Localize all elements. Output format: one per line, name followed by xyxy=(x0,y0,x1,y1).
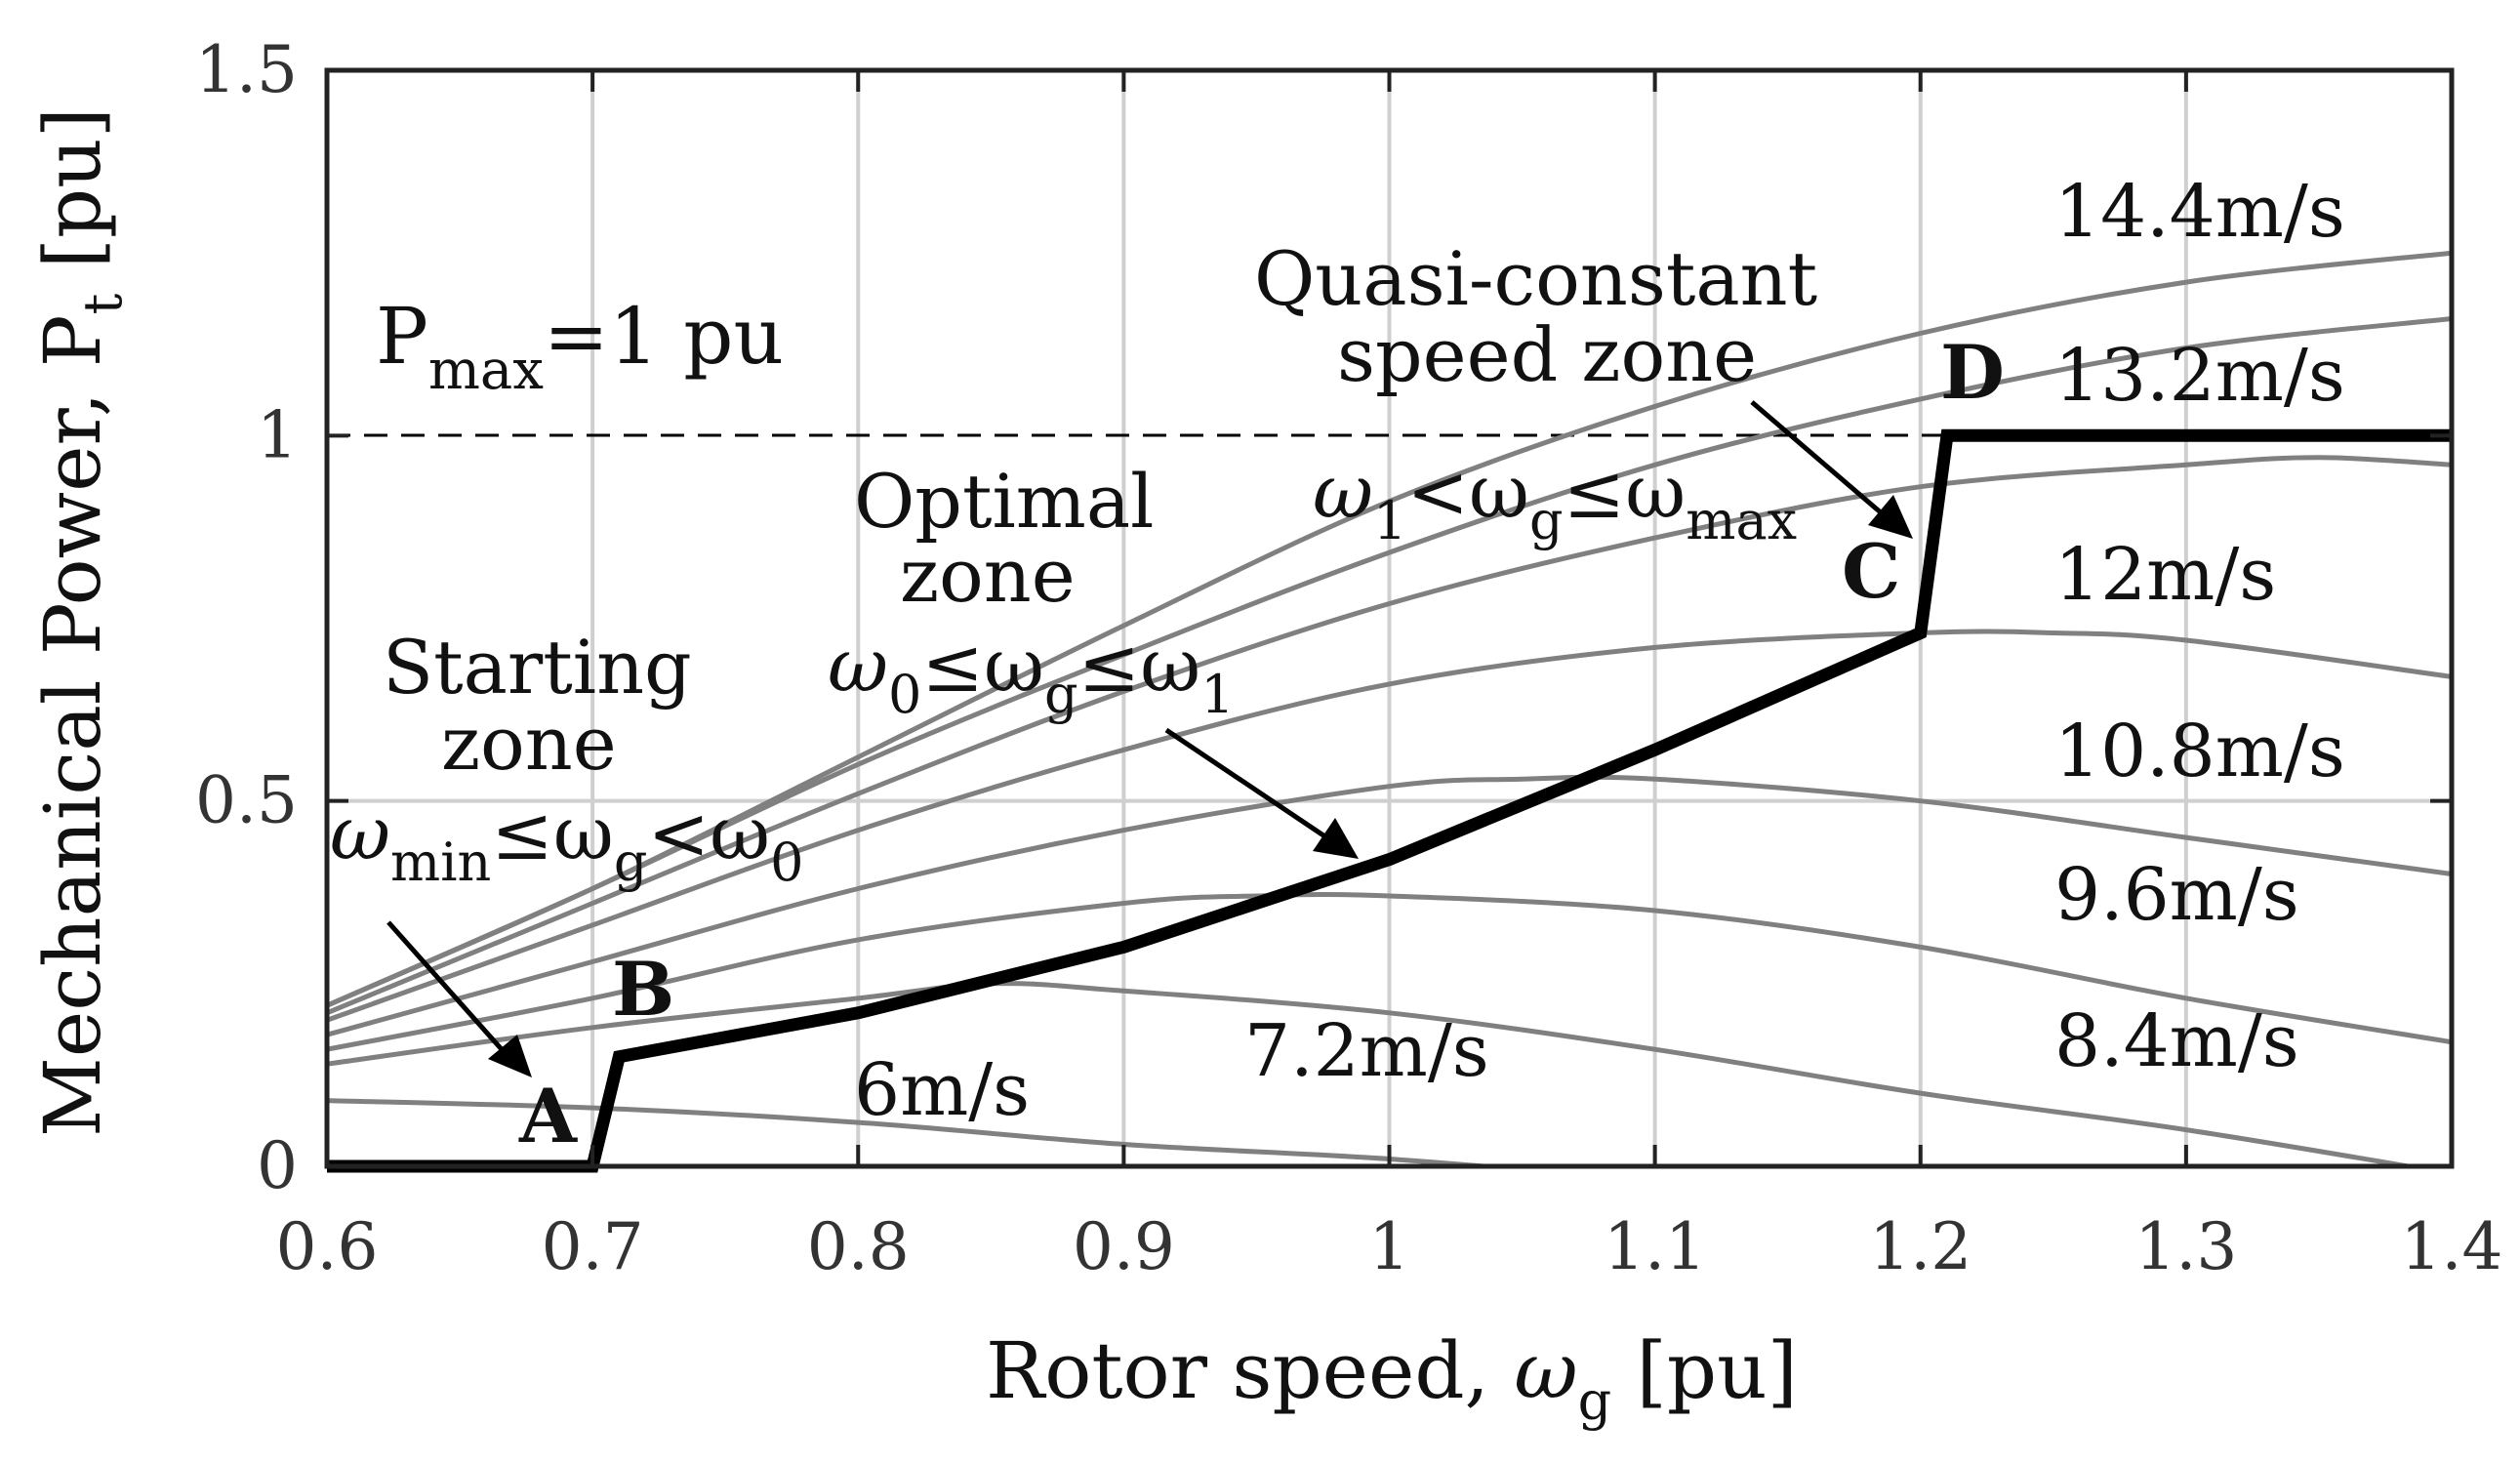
pmax-label: Pmax=1 pu xyxy=(376,291,784,402)
quasi-zone-arrow xyxy=(1750,400,1913,539)
curve-label-6: 6m/s xyxy=(854,1048,1030,1132)
wind-curve-14-4m-s xyxy=(327,250,2452,1008)
x-tick-label-8: 1.4 xyxy=(2401,1209,2503,1284)
starting-zone-title: Starting xyxy=(383,624,692,711)
wind-speed-curves xyxy=(327,250,2452,1166)
wind-curve-10-8m-s xyxy=(327,629,2452,1023)
x-tick-label-2: 0.8 xyxy=(807,1209,910,1284)
optimal-zone-arrow xyxy=(1164,727,1359,859)
wind-curve-12m-s xyxy=(327,455,2452,1016)
curve-label-9-6: 9.6m/s xyxy=(2054,853,2299,937)
y-tick-label-1: 0.5 xyxy=(195,763,298,838)
x-tick-label-0: 0.6 xyxy=(276,1209,379,1284)
wind-curve-9-6m-s xyxy=(327,774,2452,1037)
point-label-a: A xyxy=(518,1073,578,1159)
curve-label-12: 12m/s xyxy=(2054,533,2276,617)
wind-curve-8-4m-s xyxy=(327,892,2452,1052)
x-tick-label-4: 1 xyxy=(1369,1209,1410,1284)
quasi-zone-subtitle: speed zone xyxy=(1337,311,1757,398)
point-label-c: C xyxy=(1842,528,1901,615)
x-tick-label-6: 1.2 xyxy=(1869,1209,1971,1284)
wind-curve-7-2m-s xyxy=(327,981,2423,1166)
x-tick-label-3: 0.9 xyxy=(1073,1209,1175,1284)
x-axis-label: Rotor speed, ωg [pu] xyxy=(986,1325,1798,1432)
y-tick-label-2: 1 xyxy=(257,397,298,472)
curve-label-8-4: 8.4m/s xyxy=(2054,999,2299,1083)
curve-label-13-2: 13.2m/s xyxy=(2054,334,2345,418)
starting-zone-arrow xyxy=(386,920,532,1077)
point-label-d: D xyxy=(1940,329,2005,416)
curve-label-7-2: 7.2m/s xyxy=(1244,1009,1489,1093)
curve-label-14-4: 14.4m/s xyxy=(2054,170,2345,254)
x-tick-label-7: 1.3 xyxy=(2134,1209,2237,1284)
x-tick-label-1: 0.7 xyxy=(542,1209,644,1284)
starting-zone-condition: ωmin≤ωg<ω0 xyxy=(330,790,804,893)
y-tick-label-3: 1.5 xyxy=(195,32,298,107)
optimal-zone-subtitle: zone xyxy=(900,532,1076,619)
quasi-zone-title: Quasi-constant xyxy=(1254,235,1817,322)
optimal-zone-title: Optimal xyxy=(854,458,1155,545)
operating-trajectory xyxy=(327,428,2452,1173)
axis-ticks: 0.6 0.7 0.8 0.9 1 1.1 1.2 1.3 1.4 0 0.5 1 1.5 xyxy=(195,32,2502,1284)
curve-label-10-8: 10.8m/s xyxy=(2054,710,2345,793)
quasi-zone-condition: ω1<ωg≤ωmax xyxy=(1313,448,1797,551)
optimal-zone-condition: ω0≤ωg≤ω1 xyxy=(828,622,1235,725)
y-tick-label-0: 0 xyxy=(257,1128,298,1203)
x-tick-label-5: 1.1 xyxy=(1604,1209,1706,1284)
starting-zone-subtitle: zone xyxy=(441,700,617,787)
point-label-b: B xyxy=(612,946,674,1033)
y-axis-label: Mechanical Power, Pt [pu] xyxy=(27,107,134,1137)
